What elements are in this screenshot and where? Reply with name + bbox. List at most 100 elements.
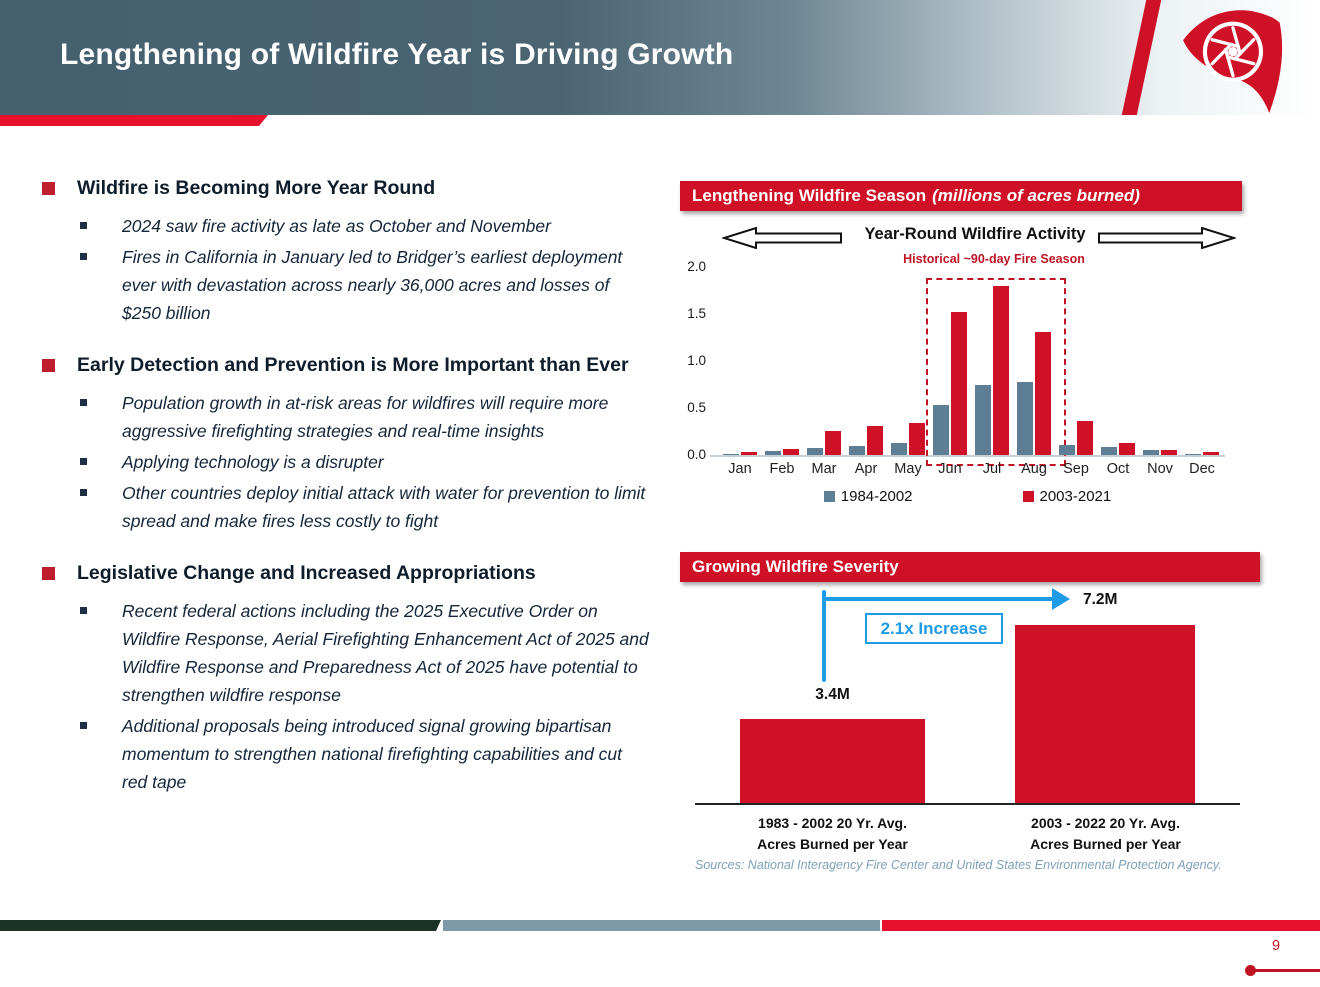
section-heading: Legislative Change and Increased Appropr… <box>77 561 536 584</box>
season-bar <box>1017 381 1033 455</box>
footer-tricolor-bar <box>0 920 1320 931</box>
month-label: Mar <box>811 461 837 477</box>
season-bar <box>783 449 799 455</box>
caption-line: Acres Burned per Year <box>1030 836 1181 852</box>
navy-square-bullet-icon <box>80 488 87 496</box>
sub-bullet-row: Recent federal actions including the 202… <box>78 597 665 709</box>
sources-note: Sources: National Interagency Fire Cente… <box>695 858 1222 872</box>
y-axis-tick-label: 1.0 <box>687 353 706 368</box>
legend-swatch-icon <box>823 491 835 502</box>
month-label: Nov <box>1147 461 1173 477</box>
month-label: Aug <box>1021 461 1047 477</box>
season-chart-banner: Lengthening Wildfire Season (millions of… <box>680 181 1242 211</box>
season-bar <box>933 405 949 455</box>
sub-bullet-text: Applying technology is a disrupter <box>122 451 384 472</box>
month-label: Jul <box>982 461 1002 477</box>
sub-bullet-row: Applying technology is a disrupter <box>78 448 665 476</box>
season-bar <box>975 384 991 455</box>
severity-value-label: 7.2M <box>1083 591 1118 608</box>
season-bar <box>1203 452 1219 455</box>
severity-value-label: 3.4M <box>815 686 850 703</box>
severity-x-axis-line <box>695 803 1240 805</box>
season-bar <box>867 425 883 455</box>
navy-square-bullet-icon <box>80 721 87 729</box>
legend-item: 2003-2021 <box>1022 488 1112 505</box>
year-round-activity-label: Year-Round Wildfire Activity <box>864 225 1086 243</box>
sub-bullet-text: Fires in California in January led to Br… <box>122 246 623 323</box>
y-axis-tick-label: 0.0 <box>687 447 706 462</box>
severity-banner-text: Growing Wildfire Severity <box>692 557 899 576</box>
season-bar <box>723 453 739 455</box>
caption-line: 2003 - 2022 20 Yr. Avg. <box>1031 815 1180 831</box>
increase-arrow-horizontal <box>822 597 1054 601</box>
sub-bullet-row: Population growth in at-risk areas for w… <box>78 389 665 445</box>
season-banner-text: Lengthening Wildfire Season <box>692 186 927 205</box>
season-bar <box>741 452 757 455</box>
right-block-arrow-icon <box>1098 227 1236 249</box>
fire-season-dashed-box <box>926 278 1066 466</box>
sub-bullet-row: Fires in California in January led to Br… <box>78 243 665 327</box>
bullet-section: Legislative Change and Increased Appropr… <box>40 561 665 796</box>
season-bar <box>909 423 925 455</box>
navy-square-bullet-icon <box>80 457 87 465</box>
sub-bullet-text: Recent federal actions including the 202… <box>122 600 649 705</box>
section-heading-row: Legislative Change and Increased Appropr… <box>40 561 665 587</box>
month-label: May <box>894 461 922 477</box>
legend-item: 1984-2002 <box>823 488 913 505</box>
season-bar <box>993 285 1009 455</box>
season-bar <box>825 430 841 455</box>
left-block-arrow-icon <box>722 227 842 249</box>
month-label: Apr <box>854 461 878 477</box>
red-square-bullet-icon <box>42 182 55 195</box>
y-axis-tick-label: 0.5 <box>687 400 706 415</box>
season-bar <box>1161 450 1177 455</box>
sub-bullet-row: Additional proposals being introduced si… <box>78 712 665 796</box>
header-accent-bar <box>0 115 268 126</box>
red-slash-decoration <box>1121 0 1162 115</box>
severity-bar-caption: 2003 - 2022 20 Yr. Avg. Acres Burned per… <box>998 813 1213 855</box>
legend-label: 2003-2021 <box>1039 488 1112 505</box>
caption-line: Acres Burned per Year <box>757 836 908 852</box>
navy-square-bullet-icon <box>80 398 87 406</box>
page-title: Lengthening of Wildfire Year is Driving … <box>60 38 734 71</box>
bullet-section: Wildfire is Becoming More Year Round 2024… <box>40 176 665 327</box>
footer-segment-red <box>882 920 1320 931</box>
severity-bar-caption: 1983 - 2002 20 Yr. Avg. Acres Burned per… <box>715 813 950 855</box>
section-heading-row: Early Detection and Prevention is More I… <box>40 353 665 379</box>
caption-line: 1983 - 2002 20 Yr. Avg. <box>758 815 907 831</box>
month-label: Oct <box>1106 461 1130 477</box>
sub-bullet-text: Additional proposals being introduced si… <box>122 715 623 792</box>
section-heading: Early Detection and Prevention is More I… <box>77 353 629 376</box>
red-square-bullet-icon <box>42 358 55 372</box>
legend-swatch-icon <box>1022 491 1034 502</box>
season-bar <box>1119 442 1135 455</box>
fire-season-annotation: Historical ~90-day Fire Season <box>903 252 1085 266</box>
month-label: Dec <box>1189 461 1215 477</box>
season-x-axis-line <box>710 455 1225 457</box>
severity-bar <box>1015 625 1195 803</box>
sub-bullet-text: Population growth in at-risk areas for w… <box>122 392 609 441</box>
season-bar <box>849 445 865 455</box>
season-bar <box>1059 444 1075 455</box>
footer-line-decoration <box>1251 969 1320 972</box>
season-bar <box>1035 331 1051 455</box>
footer-dot-decoration <box>1245 965 1256 976</box>
season-bar <box>1185 453 1201 455</box>
season-banner-subtext: (millions of acres burned) <box>932 186 1140 205</box>
section-heading: Wildfire is Becoming More Year Round <box>77 177 436 199</box>
page-number: 9 <box>1271 938 1281 954</box>
navy-square-bullet-icon <box>80 252 87 260</box>
season-bar <box>1143 450 1159 455</box>
season-bar <box>765 451 781 455</box>
year-round-activity-row: Year-Round Wildfire Activity <box>680 224 1242 250</box>
season-plot: Historical ~90-day Fire Season 1984-2002… <box>680 252 1255 520</box>
increase-arrow-head-icon <box>1052 588 1070 610</box>
sub-bullet-text: 2024 saw fire activity as late as Octobe… <box>122 215 551 236</box>
month-label: Jan <box>728 461 752 477</box>
season-bar <box>951 312 967 455</box>
sub-bullet-text: Other countries deploy initial attack wi… <box>122 482 646 531</box>
y-axis-tick-label: 1.5 <box>687 306 706 321</box>
navy-square-bullet-icon <box>80 606 87 614</box>
sub-bullet-row: Other countries deploy initial attack wi… <box>78 479 665 535</box>
footer-segment-slate <box>443 920 880 931</box>
